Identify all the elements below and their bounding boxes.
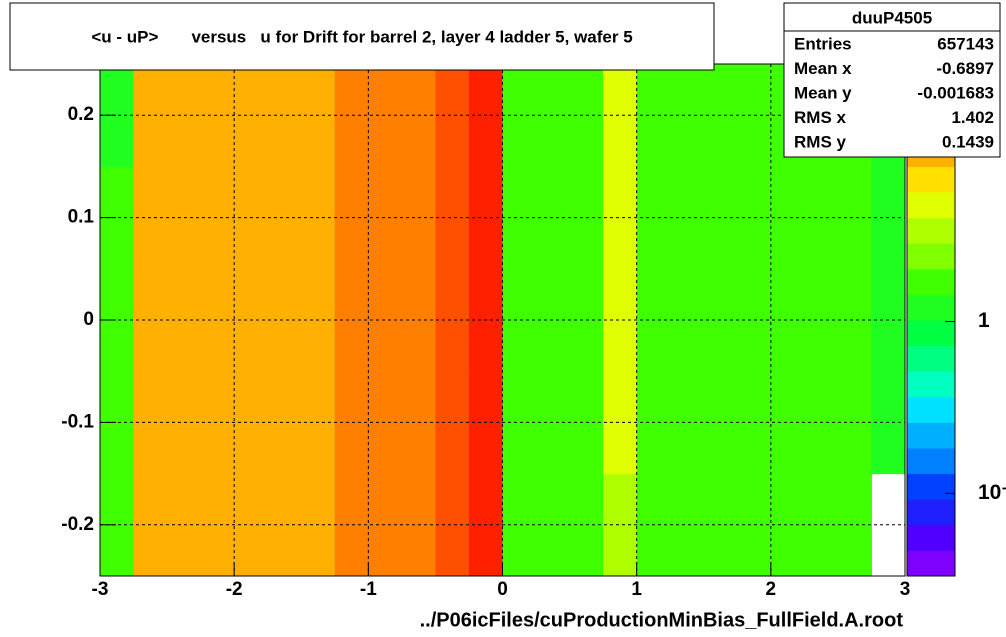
stats-value: 657143 [937,34,994,53]
heatmap-cell [334,64,369,167]
heatmap-cell [334,166,369,270]
heatmap-cell [670,64,705,167]
heatmap-cell [200,64,235,167]
stats-value: -0.001683 [917,83,994,102]
palette-box [907,243,955,270]
heatmap-cell [502,166,537,270]
z-tick-label: 10⁻¹ [978,481,1006,504]
heatmap-cell [670,268,705,372]
heatmap-cell [267,166,302,270]
stats-label: Mean y [794,83,852,102]
heatmap-cell [200,166,235,270]
x-tick-label: -3 [92,579,109,600]
heatmap-cell [603,64,638,167]
palette-box [907,192,955,219]
x-tick-label: -2 [226,579,243,600]
heatmap-cell [368,473,403,577]
heatmap-cell [435,166,470,270]
heatmap-cell [837,268,872,372]
heatmap-cell [837,473,872,577]
heatmap-cell [435,371,470,475]
stats-value: 1.402 [951,108,994,127]
heatmap-cell [670,166,705,270]
heatmap-cell [837,371,872,475]
heatmap-cell [267,268,302,372]
x-tick-label: 3 [900,579,911,600]
heatmap-cell [200,371,235,475]
stats-label: RMS y [794,132,847,151]
x-tick-label: 2 [766,579,777,600]
x-tick-label: 0 [497,579,508,600]
palette-box [907,422,955,449]
heatmap-cell [502,64,537,167]
heatmap-cell [267,473,302,577]
stats-label: Mean x [794,59,852,78]
heatmap-cell [770,473,805,577]
stats-label: Entries [794,34,852,53]
palette-box [907,448,955,475]
palette-box [907,499,955,526]
palette-box [907,396,955,423]
heatmap-cell [603,473,638,577]
x-tick-label: 1 [631,579,642,600]
heatmap-cell [435,268,470,372]
palette-box [907,166,955,193]
palette-box [907,320,955,347]
palette-box [907,524,955,551]
heatmap-cell [334,473,369,577]
stats-label: RMS x [794,108,847,127]
heatmap-cell [368,268,403,372]
palette-box [907,268,955,295]
heatmap-cell [770,371,805,475]
heatmap-cell [770,268,805,372]
heatmap-cell [368,371,403,475]
y-tick-label: 0.2 [68,104,94,125]
chart-title: <u - uP> versus u for Drift for barrel 2… [91,27,632,46]
palette-box [907,345,955,372]
heatmap-cell [267,64,302,167]
title-box [9,2,715,71]
heatmap-cell [670,371,705,475]
heatmap-cell [502,268,537,372]
x-axis-label: ../P06icFiles/cuProductionMinBias_FullFi… [420,609,904,631]
z-tick-label: 1 [978,309,990,332]
palette-box [907,371,955,398]
heatmap-cell [435,473,470,577]
heatmap-cell [200,473,235,577]
heatmap-cell [502,371,537,475]
stats-value: 0.1439 [942,132,994,151]
heatmap-cell [837,166,872,270]
heatmap-cell [603,268,638,372]
stats-box [783,2,1001,158]
heatmap-cell [670,473,705,577]
heatmap-cell [435,64,470,167]
heatmap-cell [334,268,369,372]
heatmap-cell [334,371,369,475]
heatmap-cell [603,166,638,270]
y-tick-label: 0 [83,309,94,330]
stats-value: -0.6897 [936,59,994,78]
y-tick-label: -0.1 [61,411,94,432]
heatmap-cell [267,371,302,475]
stats-name: duuP4505 [852,8,932,27]
heatmap-cell [603,371,638,475]
x-tick-label: -1 [360,579,377,600]
palette-box [907,550,955,577]
heatmap-cell [502,473,537,577]
y-tick-label: 0.1 [68,207,95,228]
heatmap-cell [368,64,403,167]
heatmap-cell [200,268,235,372]
y-tick-label: -0.2 [61,514,94,535]
palette-box [907,217,955,244]
heatmap-cell [368,166,403,270]
palette-box [907,294,955,321]
heatmap-cell [770,166,805,270]
palette-box [907,473,955,500]
